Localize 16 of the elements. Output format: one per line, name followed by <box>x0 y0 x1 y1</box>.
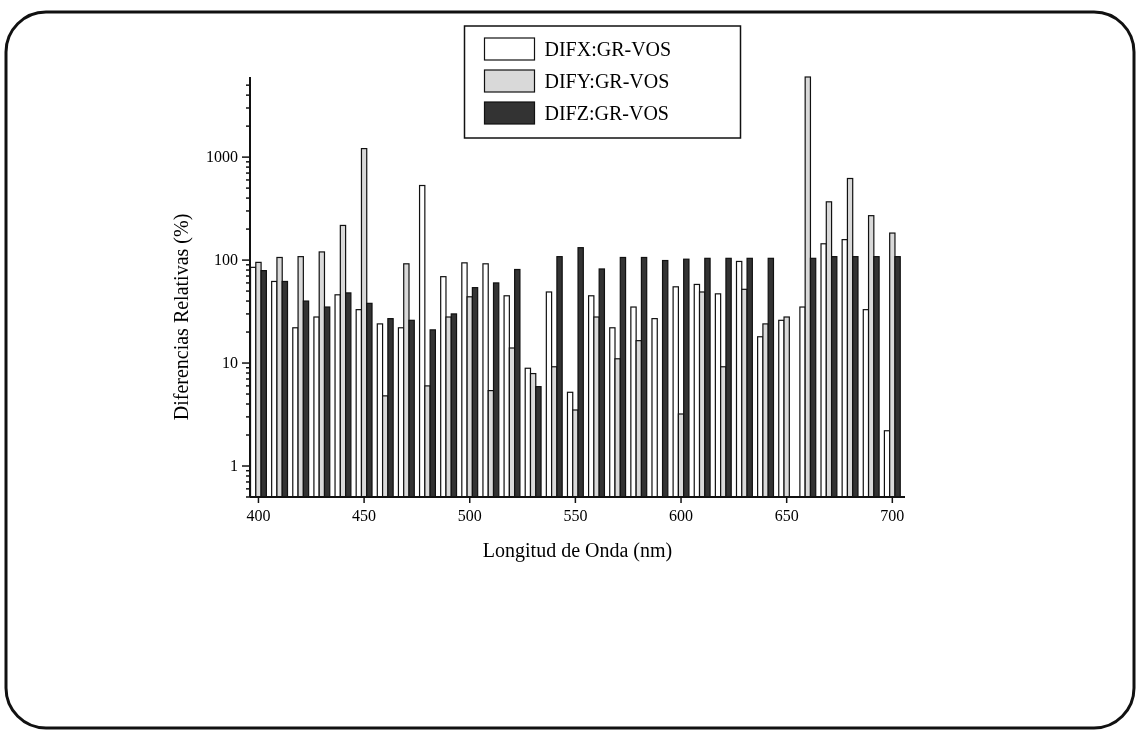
x-tick-label: 400 <box>246 507 271 524</box>
x-tick-label: 650 <box>774 507 799 524</box>
legend-label: DIFZ:GR-VOS <box>544 102 669 124</box>
y-tick-label: 1000 <box>206 148 238 166</box>
legend-label: DIFX:GR-VOS <box>544 38 672 60</box>
x-axis-title: Longitud de Onda (nm) <box>482 539 673 562</box>
y-axis-title: Diferencias Relativas (%) <box>170 213 193 421</box>
y-tick-label: 10 <box>222 354 238 372</box>
x-tick-label: 600 <box>669 507 694 524</box>
x-tick-label: 700 <box>880 507 905 524</box>
y-tick-label: 1 <box>230 457 238 475</box>
legend-label: DIFY:GR-VOS <box>544 70 670 92</box>
x-tick-label: 550 <box>563 507 588 524</box>
y-tick-label: 100 <box>214 251 238 269</box>
x-tick-label: 450 <box>352 507 377 524</box>
x-tick-label: 500 <box>457 507 482 524</box>
